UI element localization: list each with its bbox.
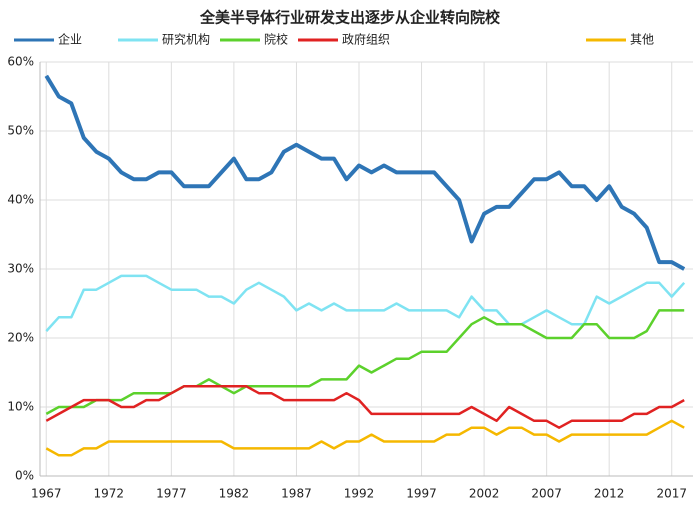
- series-line: [45, 419, 685, 457]
- y-tick-label: 10%: [7, 400, 34, 414]
- x-tick-label: 1977: [156, 487, 187, 501]
- y-tick-label: 50%: [7, 124, 34, 138]
- legend-label: 研究机构: [162, 32, 210, 47]
- y-tick-label: 30%: [7, 262, 34, 276]
- x-tick-label: 2017: [656, 487, 687, 501]
- y-tick-label: 0%: [15, 469, 34, 483]
- x-tick-label: 1967: [31, 487, 62, 501]
- legend-label: 其他: [630, 33, 654, 47]
- y-tick-label: 60%: [7, 55, 34, 69]
- series-line: [44, 74, 686, 271]
- y-tick-label: 40%: [7, 193, 34, 207]
- x-tick-label: 1982: [219, 487, 250, 501]
- x-tick-label: 1987: [281, 487, 312, 501]
- series-line: [45, 309, 685, 415]
- series-line: [45, 274, 686, 332]
- y-tick-label: 20%: [7, 331, 34, 345]
- x-tick-label: 1992: [344, 487, 375, 501]
- legend-label: 企业: [58, 32, 82, 47]
- legend-label: 政府组织: [342, 32, 390, 47]
- x-tick-label: 1997: [406, 487, 437, 501]
- chart-title: 全美半导体行业研发支出逐步从企业转向院校: [199, 9, 501, 27]
- series-line: [45, 385, 685, 429]
- x-tick-label: 2012: [594, 487, 625, 501]
- x-tick-label: 1972: [94, 487, 125, 501]
- x-tick-label: 2002: [469, 487, 500, 501]
- x-tick-label: 2007: [531, 487, 562, 501]
- legend-label: 院校: [264, 32, 288, 47]
